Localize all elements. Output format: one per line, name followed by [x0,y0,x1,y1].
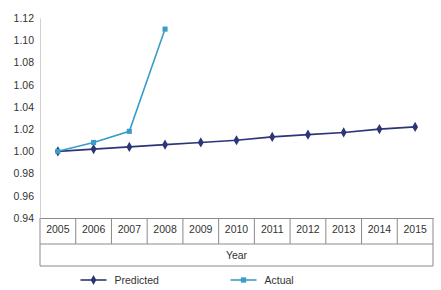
x-tick: 2009 [189,218,213,235]
legend-marker [241,277,246,282]
x-tick: 2005 [46,218,70,235]
x-axis: 2005 2006 2007 2008 2009 2010 2011 2012 2013 2014… [41,218,434,235]
y-tick: 0.96 [14,190,40,202]
x-tick-label: 2012 [296,223,320,235]
category-divider [254,218,255,244]
category-divider [111,218,112,244]
series-marker [91,140,96,145]
y-tick: 1.02 [14,123,40,135]
series-line [58,29,165,151]
category-divider [433,218,434,244]
x-tick: 2011 [261,218,284,235]
y-tick: 1.12 [14,12,40,24]
frame-line [40,244,41,266]
x-tick-label: 2015 [403,223,427,235]
category-box-line [40,244,433,245]
legend-marker [91,275,97,285]
category-divider [325,218,326,244]
frame-line [40,266,433,267]
category-divider [397,218,398,244]
series-marker [162,140,168,150]
y-tick-label: 0.96 [14,190,35,202]
category-divider [361,218,362,244]
series-marker [55,146,61,156]
series-marker [162,27,167,32]
y-tick: 1.00 [14,145,40,157]
x-tick-label: 2009 [189,223,213,235]
category-divider [290,218,291,244]
x-tick: 2015 [403,218,427,235]
x-tick: 2014 [368,218,392,235]
series-marker [198,137,204,147]
category-divider [147,218,148,244]
y-tick-label: 0.98 [14,167,35,179]
category-dividers [40,218,433,244]
y-tick-label: 1.10 [14,34,35,46]
series-marker [126,142,132,152]
y-tick: 0.94 [14,212,40,224]
x-tick-label: 2007 [118,223,142,235]
y-tick: 0.98 [14,167,40,179]
x-tick-label: 2006 [82,223,106,235]
series-line [58,127,415,151]
legend: Predicted Actual [81,274,294,286]
y-tick: 1.10 [14,34,40,46]
y-tick-label: 1.02 [14,123,35,135]
series-marker [127,129,132,134]
x-tick-label: 2008 [153,223,177,235]
x-tick-label: 2005 [46,223,70,235]
y-tick: 1.08 [14,56,40,68]
marks [55,27,418,157]
x-tick: 2007 [118,218,142,235]
legend-item: Actual [231,274,294,286]
x-tick: 2012 [296,218,320,235]
chart: 0.94 0.96 0.98 1.00 1.02 1.04 1.06 1.08 1.10 1.12… [0,0,441,290]
y-tick: 1.06 [14,79,40,91]
x-tick-label: 2011 [261,223,284,235]
series-marker [341,127,347,137]
x-tick-label: 2014 [368,223,392,235]
series-marker [55,149,60,154]
series-marker [305,130,311,140]
y-tick: 1.04 [14,101,40,113]
x-axis-line [41,218,434,219]
x-tick: 2006 [82,218,106,235]
y-tick-label: 1.12 [14,12,35,24]
x-axis-title: Year [226,249,248,261]
series-marker [91,144,97,154]
legend-item: Predicted [81,274,160,286]
category-divider [40,218,41,244]
x-tick: 2010 [225,218,249,235]
y-axis-line [40,19,41,219]
x-tick: 2013 [332,218,356,235]
series-marker [234,135,240,145]
category-divider [218,218,219,244]
frame-line [433,244,434,266]
y-tick-label: 1.00 [14,145,35,157]
category-divider [182,218,183,244]
series-marker [376,124,382,134]
legend-label: Actual [265,274,294,286]
y-tick-label: 1.08 [14,56,35,68]
x-tick-label: 2013 [332,223,356,235]
y-tick-label: 0.94 [14,212,35,224]
plot-area: 0.94 0.96 0.98 1.00 1.02 1.04 1.06 1.08 1.10 1.12… [14,12,434,266]
y-tick-label: 1.04 [14,101,35,113]
x-tick-label: 2010 [225,223,249,235]
series-marker [412,122,418,132]
series-marker [269,132,275,142]
category-divider [75,218,76,244]
y-tick-label: 1.06 [14,79,35,91]
legend-label: Predicted [115,274,160,286]
x-tick: 2008 [153,218,177,235]
y-axis: 0.94 0.96 0.98 1.00 1.02 1.04 1.06 1.08 1.10 1.12 [14,12,41,224]
